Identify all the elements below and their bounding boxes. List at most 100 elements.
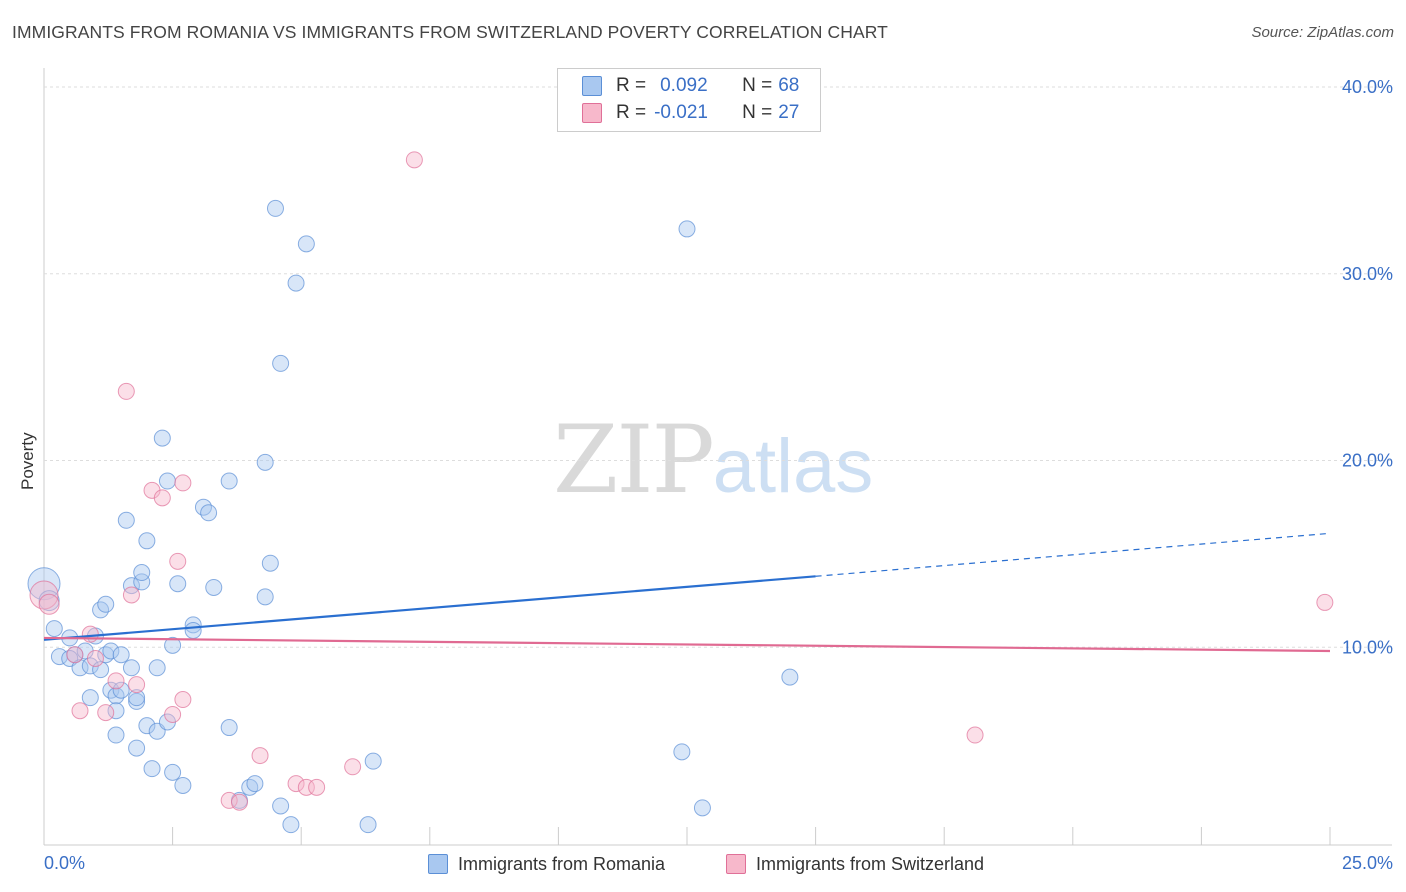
romania-point [133, 564, 151, 582]
y-axis-label: Poverty [18, 432, 37, 490]
legend-row-switzerland: R = -0.021 N = 27 [582, 101, 799, 125]
switzerland-point [29, 580, 59, 610]
romania-point [117, 511, 135, 529]
switzerland-swatch [582, 103, 602, 123]
source-credit: Source: ZipAtlas.com [1251, 24, 1394, 41]
romania-point [282, 816, 300, 834]
switzerland-point [1316, 593, 1334, 611]
romania-point [138, 532, 156, 550]
romania-point [143, 760, 161, 778]
bottom-legend-switzerland: Immigrants from Switzerland [726, 850, 984, 878]
switzerland-point [405, 151, 423, 169]
romania-point [200, 504, 218, 522]
romania-swatch [582, 76, 602, 96]
romania-point [153, 429, 171, 447]
switzerland-point [86, 649, 104, 667]
romania-point [781, 668, 799, 686]
romania-point [112, 681, 130, 699]
switzerland-point [117, 382, 135, 400]
switzerland-legend-swatch [726, 854, 746, 874]
switzerland-point [169, 552, 187, 570]
romania-point [112, 646, 130, 664]
romania-point [287, 274, 305, 292]
romania-point [128, 739, 146, 757]
romania-point [27, 567, 61, 601]
y-tick-label: 10.0% [1342, 637, 1393, 657]
romania-point [128, 689, 146, 707]
romania-point [148, 659, 166, 677]
y-tick-label: 30.0% [1342, 264, 1393, 284]
switzerland-r-value: -0.021 [654, 102, 708, 123]
romania-point [122, 659, 140, 677]
legend-row-romania: R = 0.092 N = 68 [582, 74, 799, 98]
switzerland-point [107, 672, 125, 690]
switzerland-point [220, 791, 238, 809]
romania-point [164, 636, 182, 654]
switzerland-trendline [43, 636, 1331, 653]
switzerland-r-label: R = [616, 102, 647, 123]
romania-point [169, 575, 187, 593]
switzerland-point [81, 625, 99, 643]
switzerland-point [128, 676, 146, 694]
romania-point [266, 199, 284, 217]
x-tick-label: 0.0% [44, 853, 85, 873]
romania-r-value: 0.092 [660, 75, 708, 96]
romania-point [220, 719, 238, 737]
switzerland-point [174, 474, 192, 492]
romania-point [107, 726, 125, 744]
romania-point [359, 816, 377, 834]
romania-point [174, 776, 192, 794]
romania-point [246, 775, 264, 793]
switzerland-point [122, 586, 140, 604]
romania-point [107, 702, 125, 720]
switzerland-point [97, 704, 115, 722]
y-tick-label: 40.0% [1342, 77, 1393, 97]
romania-point [138, 717, 156, 735]
y-tick-label: 20.0% [1342, 451, 1393, 471]
watermark-atlas: atlas [712, 424, 874, 509]
romania-point [133, 573, 151, 591]
romania-point [184, 621, 202, 639]
stats-legend: R = 0.092 N = 68 R = -0.021 N = 27 [557, 68, 821, 132]
romania-point [122, 577, 140, 595]
x-tick-label: 25.0% [1342, 853, 1393, 873]
switzerland-point [230, 793, 248, 811]
romania-point [71, 659, 89, 677]
switzerland-point [38, 593, 60, 615]
romania-point [158, 472, 176, 490]
switzerland-n-label: N = [742, 102, 773, 123]
romania-n-label: N = [742, 75, 773, 96]
romania-n-value: 68 [778, 75, 800, 96]
romania-point [272, 354, 290, 372]
switzerland-point [164, 705, 182, 723]
romania-point [102, 642, 120, 660]
romania-point [97, 595, 115, 613]
romania-point [261, 554, 279, 572]
switzerland-point [66, 646, 84, 664]
romania-point [205, 578, 223, 596]
romania-point [128, 692, 146, 710]
switzerland-point [966, 726, 984, 744]
romania-point [45, 620, 63, 638]
switzerland-point [71, 702, 89, 720]
romania-point [693, 799, 711, 817]
chart-title: IMMIGRANTS FROM ROMANIA VS IMMIGRANTS FR… [12, 22, 888, 42]
romania-point [220, 472, 238, 490]
romania-point [256, 588, 274, 606]
switzerland-n-value: 27 [778, 102, 800, 123]
switzerland-point [174, 691, 192, 709]
romania-point [364, 752, 382, 770]
switzerland-point [297, 778, 315, 796]
romania-trendline-extension [815, 532, 1331, 577]
romania-point [256, 453, 274, 471]
romania-r-label: R = [616, 75, 647, 96]
romania-point [673, 743, 691, 761]
romania-point [678, 220, 696, 238]
romania-point [81, 689, 99, 707]
romania-point [297, 235, 315, 253]
romania-legend-label: Immigrants from Romania [458, 853, 666, 874]
romania-trendline [43, 575, 816, 641]
romania-point [272, 797, 290, 815]
romania-point [164, 763, 182, 781]
